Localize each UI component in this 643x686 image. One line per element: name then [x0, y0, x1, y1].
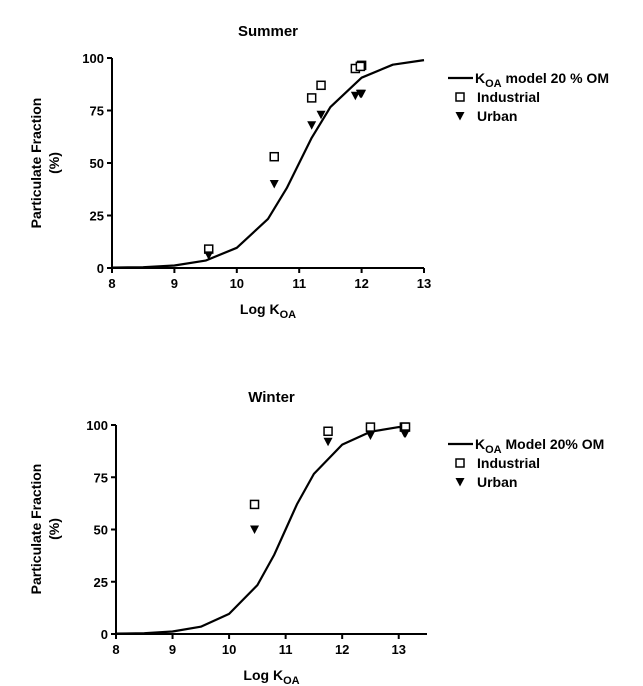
model-curve [115, 425, 411, 635]
y-tick-label: 25 [90, 209, 104, 224]
legend-square-swatch [455, 92, 465, 102]
x-axis-label-base: Log K [240, 301, 280, 317]
legend-label-sub: OA [485, 444, 502, 456]
legend-triangle-swatch [455, 478, 465, 487]
legend-label-rest: model 20 % OM [502, 70, 609, 86]
x-tick-label: 9 [171, 276, 178, 291]
x-tick-label: 10 [222, 642, 236, 657]
industrial-point [316, 80, 326, 91]
legend-label: Industrial [477, 89, 540, 105]
x-tick-label: 13 [391, 642, 405, 657]
industrial-point [269, 151, 279, 162]
x-tick-label: 8 [112, 642, 119, 657]
x-axis-label: Log KOA [243, 667, 299, 686]
legend-label-sub: OA [485, 78, 502, 90]
x-axis-label: Log KOA [240, 301, 296, 321]
x-tick-label: 11 [292, 276, 306, 291]
urban-point [323, 437, 333, 447]
industrial-point [323, 426, 333, 437]
x-tick-label: 8 [108, 276, 115, 291]
y-tick-label: 75 [94, 470, 108, 485]
y-tick-label: 50 [94, 523, 108, 538]
y-axis-label: Particulate Fraction (%) [28, 464, 62, 595]
y-axis-label-line2: (%) [46, 518, 62, 540]
legend-label: Urban [477, 108, 517, 124]
y-tick-label: 100 [86, 418, 108, 433]
legend-label-base: K [475, 70, 485, 86]
urban-point [365, 431, 375, 440]
y-tick-label: 0 [97, 261, 104, 276]
industrial-point [249, 499, 260, 510]
x-tick-label: 13 [417, 276, 431, 291]
urban-point [350, 91, 360, 101]
urban-point [269, 180, 279, 189]
y-tick-label: 100 [82, 51, 104, 66]
legend-label-model: KOA model 20 % OM [475, 70, 609, 90]
x-tick-label: 11 [279, 642, 293, 657]
chart-title: Summer [238, 23, 298, 40]
urban-point [307, 121, 317, 130]
x-axis-label-sub: OA [283, 675, 300, 686]
urban-point [355, 89, 365, 99]
x-tick-label: 12 [335, 642, 349, 657]
urban-point [250, 525, 260, 534]
legend-triangle-swatch [455, 112, 465, 121]
legend-label: Industrial [477, 455, 540, 471]
y-tick-label: 25 [94, 575, 108, 590]
x-axis-label-base: Log K [243, 667, 283, 683]
legend-label: Urban [477, 474, 517, 490]
urban-point [204, 251, 214, 260]
y-axis-label-line1: Particulate Fraction [28, 464, 44, 595]
urban-point [316, 110, 326, 120]
legend-label-rest: Model 20% OM [502, 436, 605, 452]
y-axis-label: Particulate Fraction (%) [28, 98, 62, 229]
x-tick-label: 10 [230, 276, 244, 291]
y-tick-label: 75 [90, 104, 104, 119]
y-axis-label-line1: Particulate Fraction [28, 98, 44, 229]
industrial-point [355, 61, 366, 72]
industrial-point [365, 422, 376, 432]
x-axis-label-sub: OA [280, 309, 297, 321]
x-tick-label: 12 [354, 276, 368, 291]
model-curve [111, 59, 425, 269]
chart-title: Winter [248, 389, 295, 406]
x-tick-label: 9 [169, 642, 176, 657]
urban-point [401, 429, 411, 438]
y-axis-label-line2: (%) [46, 152, 62, 174]
y-tick-label: 50 [90, 156, 104, 171]
legend-label-model: KOA Model 20% OM [475, 436, 604, 456]
legend-square-swatch [455, 458, 465, 468]
y-tick-label: 0 [101, 627, 108, 642]
industrial-point [306, 93, 317, 103]
legend-label-base: K [475, 436, 485, 452]
